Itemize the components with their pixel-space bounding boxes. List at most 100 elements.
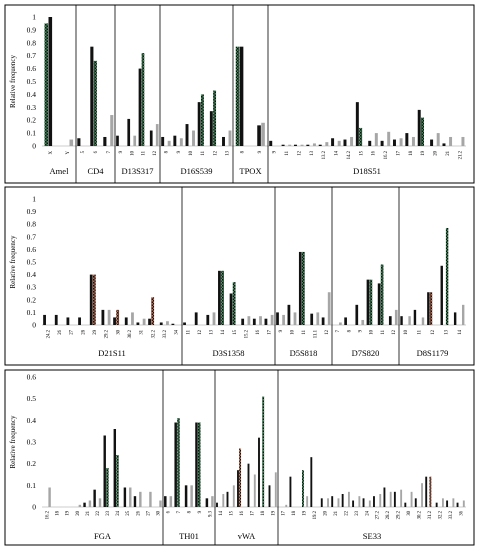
bar-d18s51-grey: [374, 133, 378, 146]
category-label: 10: [370, 329, 375, 334]
category-label: 31.2: [428, 510, 433, 519]
bar-d13s317-black: [127, 118, 131, 146]
bar-d18s51-grey: [325, 142, 329, 146]
bar-d7s820-black: [344, 317, 347, 325]
y-tick-label: 0: [32, 142, 36, 151]
category-label: 16: [256, 329, 261, 334]
bar-se33-black: [435, 502, 438, 507]
category-label: 21: [334, 510, 339, 515]
bar-amel-green: [44, 23, 49, 147]
bar-fga-black: [93, 489, 96, 507]
bar-d3s1358-black: [183, 322, 186, 325]
bar-se33-black: [310, 457, 313, 507]
bar-d21s11-black: [148, 318, 151, 325]
locus-label: FGA: [94, 531, 112, 541]
category-label: 10: [404, 329, 409, 334]
category-label: 14: [335, 150, 340, 155]
y-tick-label: 0.3: [27, 283, 37, 292]
category-label: 27.2: [376, 510, 381, 519]
category-label: 9: [273, 150, 278, 153]
bar-se33-black: [414, 498, 417, 507]
bar-d21s11-black: [54, 314, 58, 325]
category-label: 10: [189, 150, 194, 155]
y-tick-label: 0: [32, 503, 36, 512]
bar-se33-grey: [441, 498, 444, 507]
bar-d21s11-black: [113, 317, 116, 325]
category-label: 19: [303, 510, 308, 515]
bar-d5s818-green: [301, 251, 305, 325]
category-label: 12: [153, 150, 158, 155]
category-label: X: [49, 150, 54, 154]
y-tick-label: 0.9: [27, 207, 37, 216]
category-label: 9: [119, 150, 124, 153]
bar-d21s11-black: [171, 323, 175, 325]
bar-d3s1358-black: [206, 314, 210, 325]
bar-amel-black: [48, 17, 53, 146]
category-label: 8: [347, 329, 352, 332]
bar-cd4-grey: [110, 115, 114, 146]
bar-se33-black: [320, 498, 323, 507]
category-label: 8: [188, 510, 193, 513]
y-tick-label: 0.5: [27, 394, 37, 403]
y-tick-label: 0.2: [27, 295, 37, 304]
category-label: 28.2: [386, 510, 391, 519]
bar-d13s317-green: [141, 53, 145, 147]
category-label: 29.2: [105, 329, 110, 338]
y-tick-label: 1: [32, 195, 36, 204]
bar-se33-black: [341, 494, 344, 507]
locus-label: D18S51: [353, 166, 381, 176]
category-label: 13: [210, 329, 215, 334]
panel-frame-3: [4, 369, 475, 546]
category-label: 26: [136, 510, 141, 515]
bar-d18s51-black: [417, 109, 421, 146]
y-tick-label: 0.7: [27, 232, 37, 241]
bar-se33-black: [456, 502, 459, 507]
bar-d16s539-black: [222, 136, 225, 146]
bar-d7s820-black: [355, 304, 359, 325]
bar-th01-grey: [211, 496, 214, 507]
bar-d18s51-black: [442, 143, 446, 146]
bar-d16s539-black: [173, 135, 177, 146]
bar-vwa-grey: [222, 494, 225, 507]
bar-d3s1358-grey: [270, 314, 274, 325]
bar-d5s818-grey: [316, 312, 320, 325]
y-tick-label: 0.5: [27, 77, 37, 86]
bar-se33-grey: [327, 498, 329, 507]
category-label: 12: [198, 329, 203, 334]
y-tick-label: 0.6: [27, 64, 37, 73]
bar-d18s51-black: [318, 144, 322, 146]
bar-th01-grey: [190, 485, 193, 507]
locus-label: TPOX: [239, 166, 261, 176]
bar-d21s11-grey: [107, 309, 111, 325]
bar-d18s51-grey: [411, 136, 415, 146]
bar-d8s1179-black: [453, 312, 457, 325]
bar-se33-green: [302, 470, 304, 507]
bar-vwa-black: [226, 491, 229, 507]
bar-d21s11-black: [124, 317, 128, 325]
bar-d18s51-grey: [300, 144, 304, 146]
bar-d18s51-black: [281, 144, 285, 146]
bar-d21s11-black: [43, 314, 46, 325]
bar-d13s317-black: [138, 68, 142, 146]
bar-d16s539-green: [200, 94, 204, 146]
bar-fga-grey: [139, 491, 142, 507]
bar-d16s539-black: [197, 102, 201, 146]
category-label: 15: [229, 510, 234, 515]
category-label: 9: [258, 150, 263, 153]
category-label: 13: [444, 329, 449, 334]
category-label: 11: [285, 150, 290, 155]
category-label: 29: [93, 329, 98, 334]
locus-label: Amel: [50, 166, 70, 176]
category-label: 21: [86, 510, 91, 515]
bar-se33-grey: [347, 491, 350, 507]
category-label: 6: [167, 510, 172, 513]
category-label: 11: [381, 329, 386, 334]
bar-d18s51-black: [269, 140, 273, 146]
bar-se33-grey: [337, 498, 340, 507]
bar-cd4-black: [77, 138, 81, 146]
category-label: 11: [201, 150, 206, 155]
bar-d18s51-grey: [337, 140, 341, 146]
bar-d8s1179-black: [427, 292, 430, 325]
category-label: 23: [355, 510, 360, 515]
bar-fga-green: [116, 455, 119, 507]
